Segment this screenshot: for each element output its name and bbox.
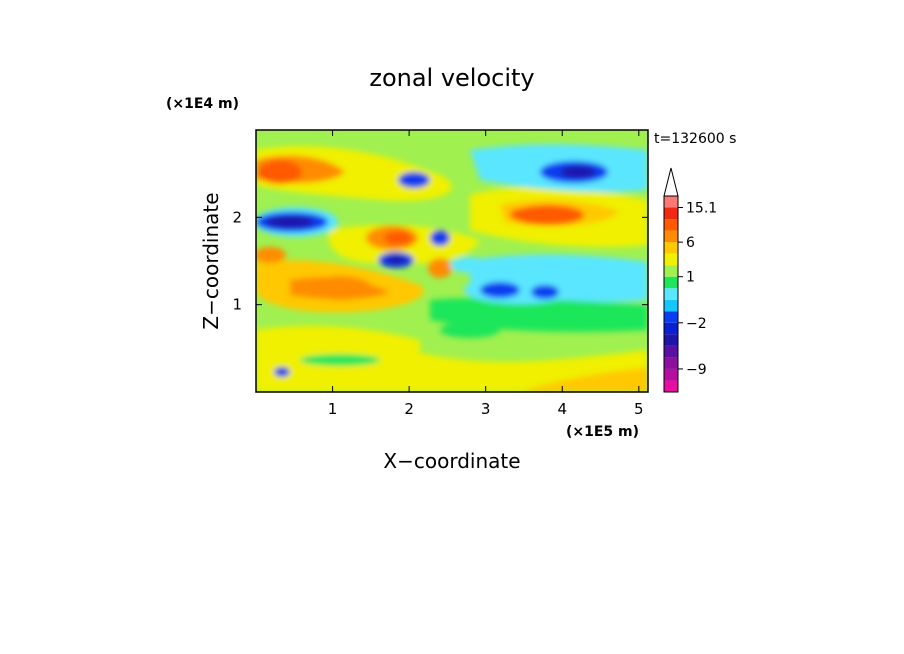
x-unit-label: (×1E5 m) [566,424,639,440]
colorbar-swatch [664,322,678,335]
colorbar-label: 6 [686,235,695,251]
colorbar-label: −2 [686,316,707,332]
core-orange-bl [308,276,372,300]
heatmap-field [256,130,648,392]
core-red-center [384,231,412,245]
chart-title: zonal velocity [369,64,534,92]
y-axis-label: Z−coordinate [199,192,223,329]
colorbar-swatch [664,219,678,231]
colorbar: 15.1 6 1 −2 −9 [663,167,717,393]
colorbar-frame [663,195,679,393]
x-axis-label: X−coordinate [383,449,520,473]
core-cyan-center [450,257,490,273]
colorbar-overflow-triangle [663,167,679,197]
core-orange-left [256,247,286,263]
core-green-lower [300,354,380,366]
core-blue-lr2 [531,285,559,299]
colorbar-swatch [664,334,678,346]
colorbar-swatch [664,276,678,289]
core-blue-center [430,230,450,246]
x-tick-label: 3 [481,400,491,418]
x-tick-label: 2 [404,400,414,418]
core-darkblue-mid [386,256,406,264]
colorbar-swatch [664,207,678,220]
y-unit-label: (×1E4 m) [166,96,239,112]
y-axis: 12 [232,208,648,314]
core-darkblue-left [266,216,314,228]
x-axis: 1 2 3 4 5 [328,130,644,418]
colorbar-label: 15.1 [686,201,717,217]
colorbar-swatch [664,357,678,369]
colorbar-swatch [664,380,678,392]
y-tick-label: 1 [232,296,242,314]
colorbar-swatch [664,230,678,243]
colorbar-swatch [664,196,678,208]
band-orange-bottom [520,368,648,392]
core-orange-center2 [428,258,452,278]
colorbar-swatch [664,265,678,277]
colorbar-label: 1 [686,270,695,286]
colorbar-swatch [664,311,678,323]
colorbar-label: −9 [686,362,707,378]
x-tick-label: 4 [557,400,567,418]
x-tick-label: 1 [328,400,338,418]
time-label: t=132600 s [654,131,736,147]
x-tick-label: 5 [634,400,644,418]
core-orange-ul [258,160,302,184]
colorbar-swatch [664,253,678,266]
core-orange-right [512,205,584,225]
band-yellow-lower [256,325,420,360]
core-cyan-top [476,152,524,168]
colorbar-swatch [664,368,678,381]
y-tick-label: 2 [232,208,242,226]
plot-frame [255,129,649,393]
core-darkblue-ur [560,166,596,178]
core-blue-bl [274,367,290,377]
core-blue-lr [480,282,520,298]
core-green-mid [440,322,500,338]
colorbar-swatch [664,299,678,312]
colorbar-swatch [664,345,678,358]
colorbar-swatch [664,242,678,254]
colorbar-swatch [664,288,678,300]
core-blue-top [398,172,430,188]
